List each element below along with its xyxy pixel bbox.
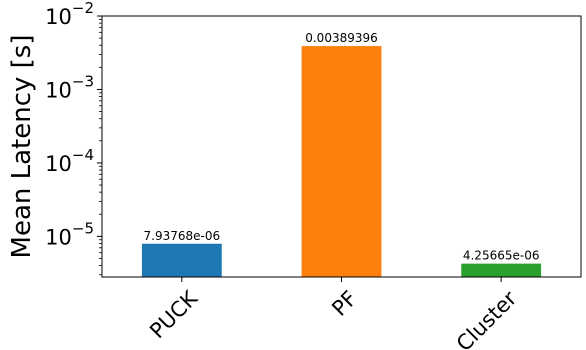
y-axis-label: Mean Latency [s] xyxy=(7,35,37,259)
bar-puck xyxy=(141,243,222,277)
data-label-pf: 0.00389396 xyxy=(305,31,378,45)
y-tick-label: 10−5 xyxy=(45,219,94,249)
data-label-puck: 7.93768e-06 xyxy=(144,229,221,243)
x-tick-label-pf: PF xyxy=(327,286,361,320)
data-label-cluster: 4.25665e-06 xyxy=(463,249,540,263)
y-axis-minor-ticks xyxy=(99,18,102,276)
x-tick-label-puck: PUCK xyxy=(145,285,203,343)
y-axis-ticks: 10−5 10−4 10−3 10−2 xyxy=(45,0,102,249)
y-tick-label: 10−2 xyxy=(45,0,94,29)
y-tick-label: 10−4 xyxy=(45,146,94,176)
x-axis-ticks: PUCK PF Cluster xyxy=(145,277,522,350)
bar-pf xyxy=(301,46,382,277)
x-tick-label-cluster: Cluster xyxy=(452,286,522,350)
data-labels-group: 7.93768e-06 0.00389396 4.25665e-06 xyxy=(144,31,540,263)
bars-group xyxy=(141,46,542,277)
y-tick-label: 10−3 xyxy=(45,72,94,102)
bar-cluster xyxy=(461,263,542,277)
